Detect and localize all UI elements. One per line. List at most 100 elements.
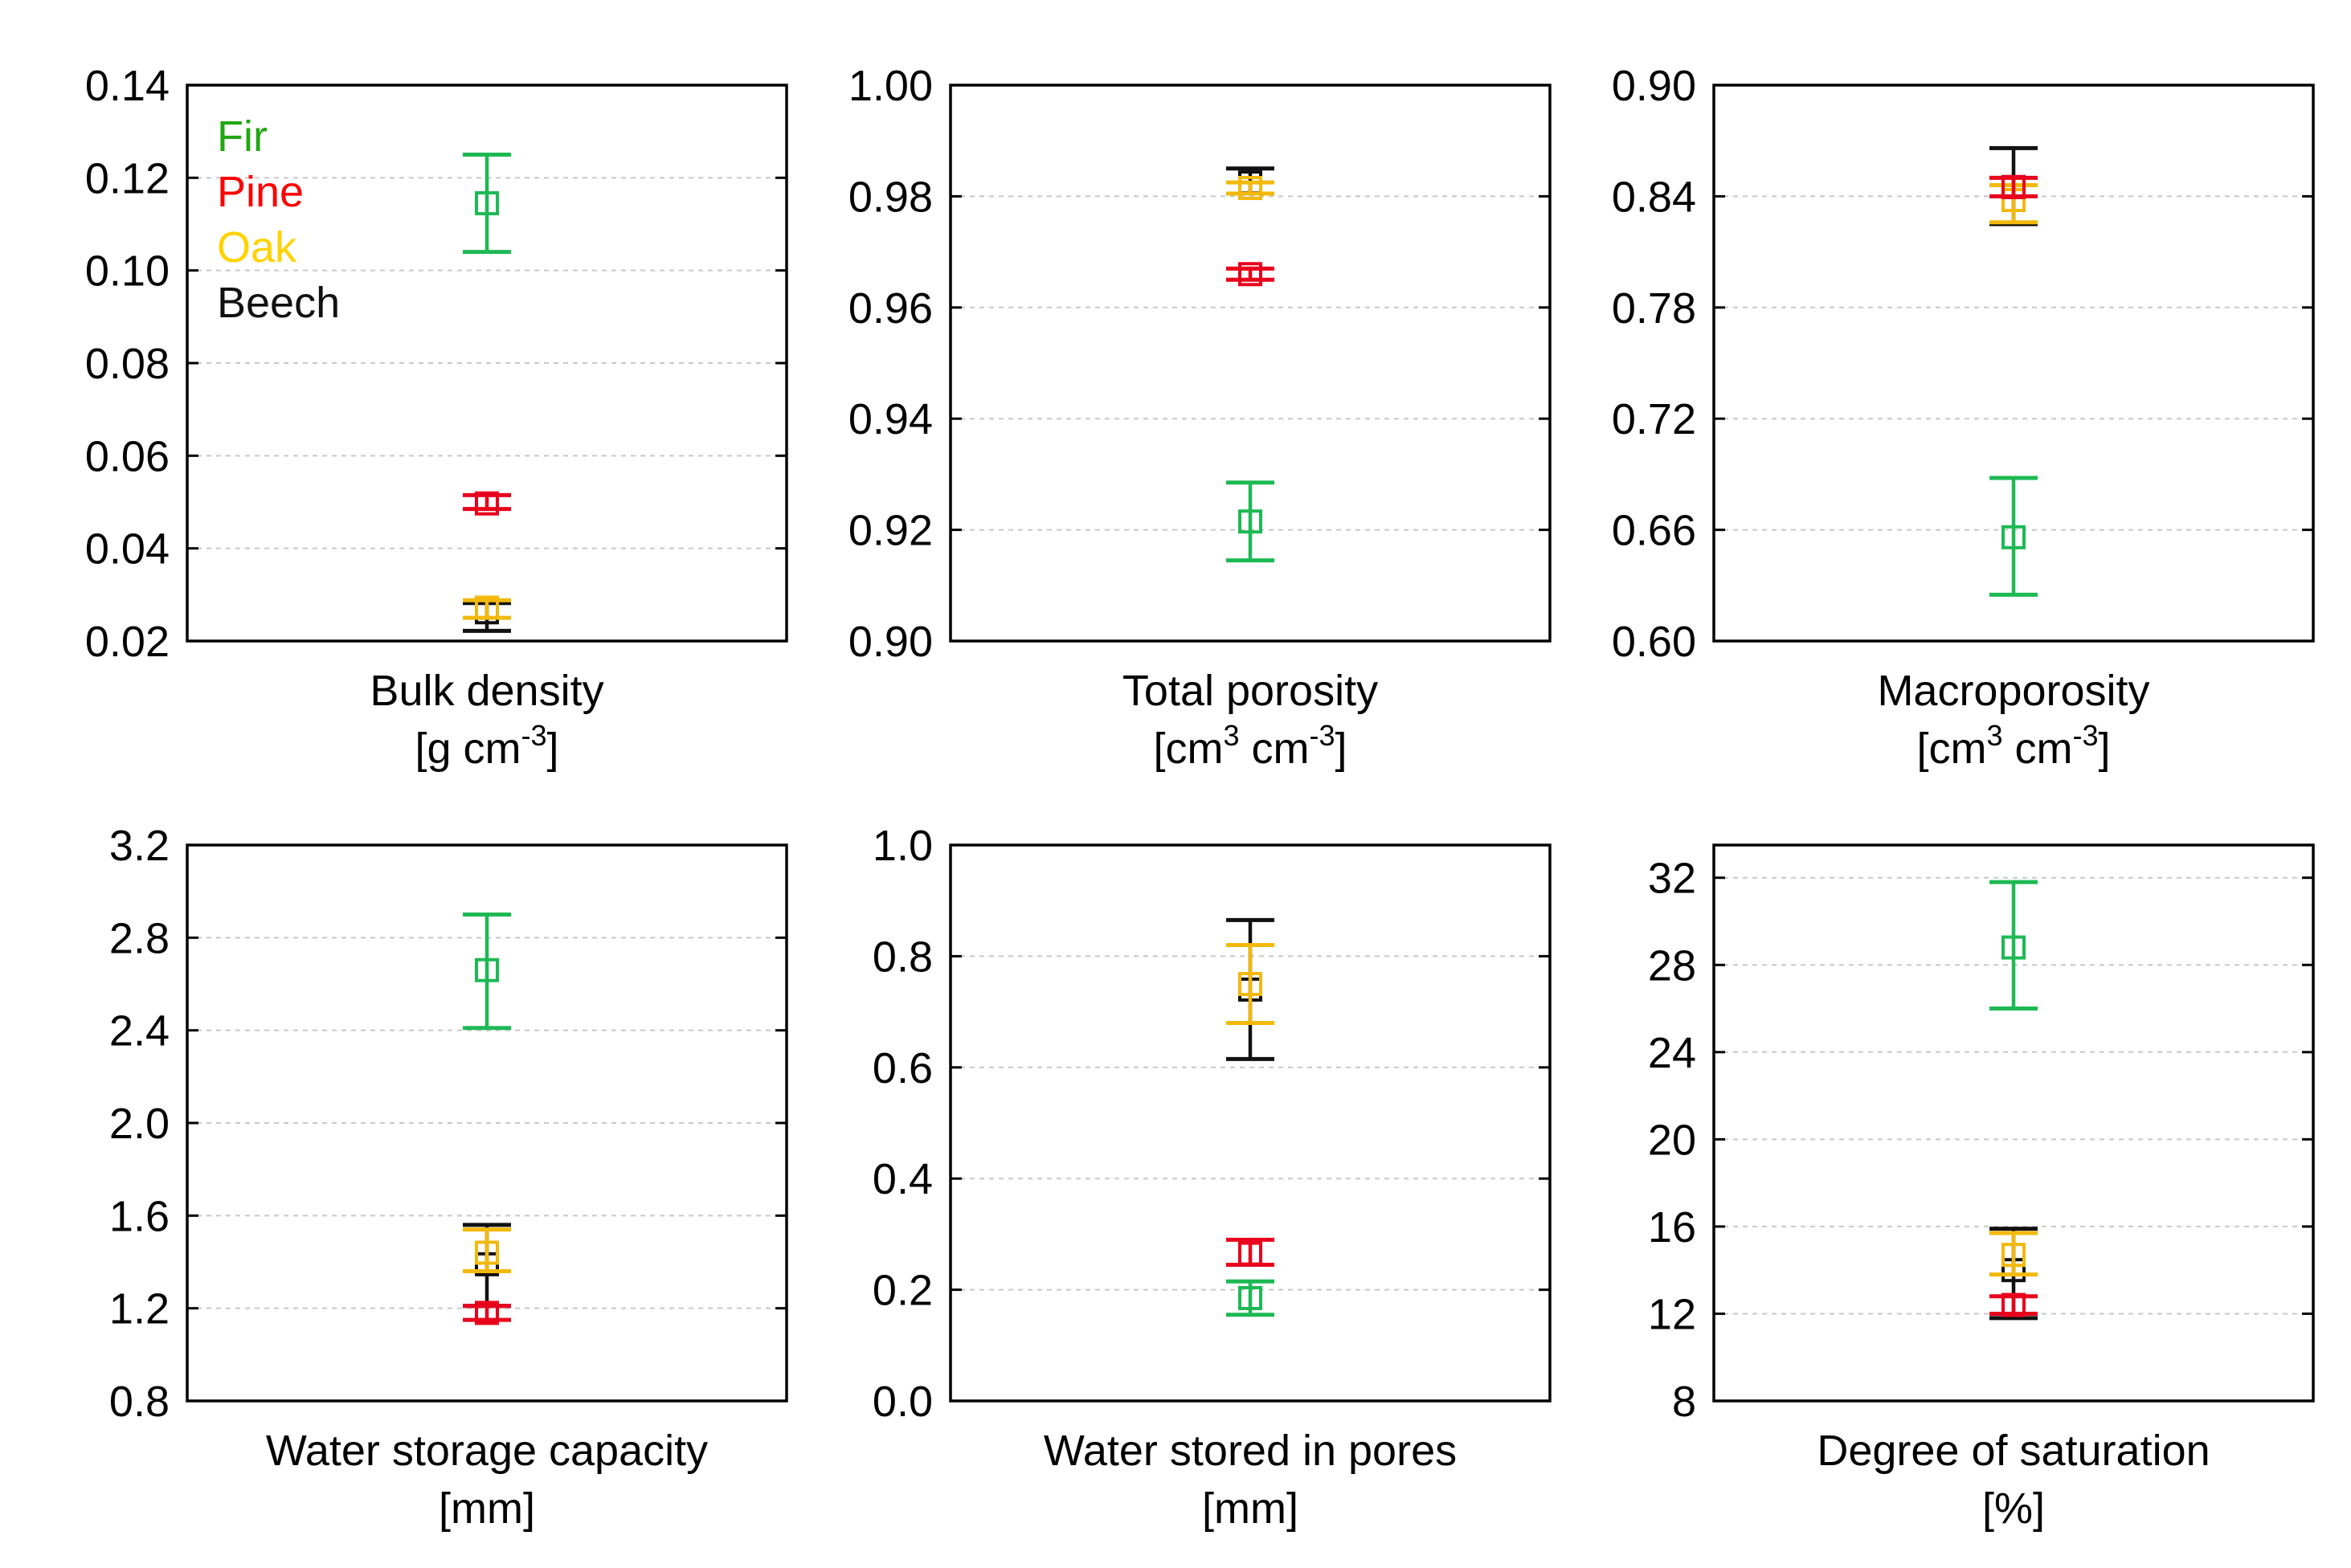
plot-frame bbox=[186, 843, 788, 1403]
x-axis-label: Bulk density bbox=[370, 667, 603, 715]
y-tick-label: 28 bbox=[1648, 941, 1696, 990]
data-point bbox=[475, 491, 499, 516]
unit-part: ] bbox=[1335, 725, 1347, 773]
error-bar-fir bbox=[463, 153, 511, 255]
x-axis-unit: [cm3 cm-3] bbox=[1916, 719, 2110, 773]
y-tick-label: 3.2 bbox=[109, 822, 170, 870]
y-tick-label: 0.96 bbox=[848, 284, 933, 333]
plot-frame bbox=[1712, 84, 2315, 643]
error-bar-pine bbox=[1226, 1237, 1274, 1267]
plot-frame bbox=[949, 843, 1552, 1403]
y-tick-label: 0.90 bbox=[848, 618, 933, 666]
y-tick-label: 0.06 bbox=[85, 432, 170, 480]
unit-part: ] bbox=[2099, 725, 2111, 773]
unit-part: cm bbox=[2003, 725, 2073, 773]
error-bar-pine bbox=[463, 491, 511, 516]
x-axis-label: Degree of saturation bbox=[1817, 1427, 2210, 1475]
data-point bbox=[2001, 174, 2026, 199]
y-tick-label: 0.78 bbox=[1612, 284, 1696, 333]
unit-superscript: 3 bbox=[1223, 719, 1239, 752]
y-tick-label: 0.98 bbox=[848, 173, 933, 221]
chart-panel-5: 0.0 0.2 0.4 0.6 0.8 1.0 Water stored in pores [… bbox=[873, 822, 1552, 1533]
legend-item-fir: Fir bbox=[217, 112, 268, 161]
chart-panel-2: 0.90 0.92 0.94 0.96 0.98 1.00 Total porosity [c… bbox=[848, 62, 1552, 773]
data-point bbox=[475, 958, 499, 982]
x-axis-unit: [g cm-3] bbox=[415, 719, 558, 773]
y-tick-label: 2.0 bbox=[109, 1100, 170, 1148]
y-tick-label: 0.14 bbox=[85, 62, 170, 110]
unit-part: [mm] bbox=[439, 1484, 535, 1533]
data-point bbox=[475, 1240, 499, 1265]
y-tick-label: 0.4 bbox=[873, 1155, 933, 1203]
error-bar-oak bbox=[1226, 176, 1274, 201]
y-tick-label: 0.04 bbox=[85, 525, 170, 574]
chart-panel-4: 0.8 1.2 1.6 2.0 2.4 2.8 3.2 Water storage capac… bbox=[109, 822, 788, 1533]
plot-frame bbox=[186, 84, 788, 643]
y-tick-label: 20 bbox=[1648, 1116, 1696, 1164]
error-bar-pine bbox=[1226, 262, 1274, 287]
y-tick-label: 1.00 bbox=[848, 62, 933, 110]
legend-item-beech: Beech bbox=[217, 279, 340, 327]
unit-part: cm bbox=[1240, 725, 1310, 773]
chart-panel-3: 0.600.660.720.780.840.90Macroporosity[cm… bbox=[1612, 62, 2315, 773]
y-tick-label: 8 bbox=[1672, 1378, 1696, 1426]
plot-frame bbox=[1712, 843, 2315, 1403]
unit-part: ] bbox=[547, 725, 559, 773]
error-bar-oak bbox=[463, 1227, 511, 1274]
error-bar-fir bbox=[1226, 480, 1274, 563]
error-bar-pine bbox=[1989, 174, 2038, 199]
y-tick-label: 0.60 bbox=[1612, 618, 1696, 666]
y-tick-label: 0.02 bbox=[85, 618, 170, 666]
y-tick-label: 0.90 bbox=[1612, 62, 1696, 110]
data-point bbox=[475, 191, 499, 216]
legend-item-oak: Oak bbox=[217, 223, 297, 272]
y-tick-label: 0.6 bbox=[873, 1044, 933, 1092]
unit-superscript: 3 bbox=[1986, 719, 2002, 752]
data-point bbox=[1238, 509, 1262, 534]
y-tick-label: 0.10 bbox=[85, 247, 170, 296]
data-point bbox=[1238, 972, 1262, 996]
y-tick-label: 0.92 bbox=[848, 507, 933, 555]
y-tick-label: 1.0 bbox=[873, 822, 933, 870]
y-tick-label: 0.2 bbox=[873, 1267, 933, 1315]
x-axis-unit: [%] bbox=[1982, 1484, 2045, 1533]
x-axis-label: Macroporosity bbox=[1877, 667, 2149, 715]
x-axis-label: Water storage capacity bbox=[266, 1427, 708, 1475]
error-bar-oak bbox=[1226, 943, 1274, 1025]
data-point bbox=[1238, 262, 1262, 287]
chart-panel-6: 8 12 16 20 24 28 32 Degree of saturation [%] bbox=[1648, 843, 2315, 1533]
unit-part: [cm bbox=[1916, 725, 1986, 773]
y-tick-label: 0.8 bbox=[873, 933, 933, 981]
chart-panel-1: 0.02 0.04 0.06 0.08 0.10 0.12 0.14 Bulk density… bbox=[85, 62, 788, 773]
error-bar-pine bbox=[463, 1301, 511, 1325]
data-point bbox=[1238, 1285, 1262, 1310]
y-tick-label: 12 bbox=[1648, 1290, 1696, 1338]
data-point bbox=[475, 595, 499, 620]
data-point bbox=[2001, 525, 2026, 549]
legend: Fir Pine Oak Beech bbox=[217, 112, 340, 327]
data-point bbox=[2001, 935, 2026, 960]
data-point bbox=[1238, 176, 1262, 201]
x-axis-unit: [mm] bbox=[1202, 1484, 1298, 1533]
error-bar-oak bbox=[463, 595, 511, 620]
unit-superscript: -3 bbox=[2073, 719, 2099, 752]
y-tick-label: 0.72 bbox=[1612, 395, 1696, 443]
y-tick-label: 1.6 bbox=[109, 1192, 170, 1240]
y-tick-label: 0.94 bbox=[848, 395, 933, 443]
data-point bbox=[2001, 1292, 2026, 1317]
y-tick-label: 0.08 bbox=[85, 340, 170, 388]
data-point bbox=[475, 1301, 499, 1325]
x-axis-label: Total porosity bbox=[1122, 667, 1378, 715]
error-bar-fir bbox=[1226, 1279, 1274, 1317]
y-tick-label: 0.66 bbox=[1612, 507, 1696, 555]
y-tick-label: 0.8 bbox=[109, 1378, 170, 1426]
error-bar-fir bbox=[463, 913, 511, 1031]
x-axis-label: Water stored in pores bbox=[1044, 1427, 1457, 1475]
unit-part: [g cm bbox=[415, 725, 521, 773]
y-tick-label: 0.84 bbox=[1612, 173, 1696, 221]
unit-part: [cm bbox=[1153, 725, 1223, 773]
error-bar-fir bbox=[1989, 880, 2038, 1011]
y-tick-label: 2.4 bbox=[109, 1007, 170, 1056]
data-point bbox=[1238, 1241, 1262, 1266]
